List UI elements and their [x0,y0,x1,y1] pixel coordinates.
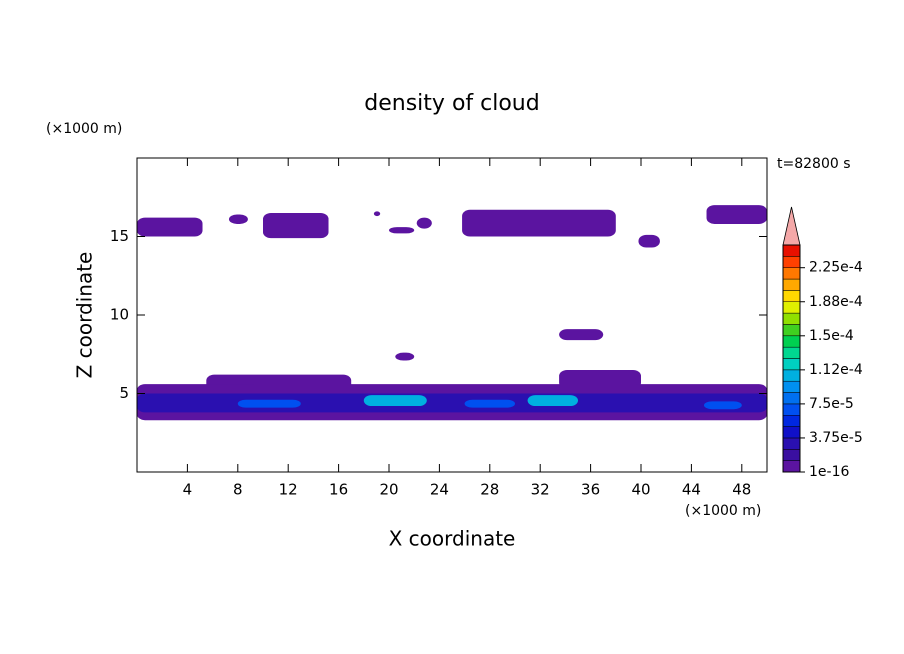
cloud-patch [706,205,767,224]
colorbar-band [782,324,801,337]
cloud-patch [228,214,248,224]
x-tick-label: 12 [279,481,298,499]
x-tick-label: 24 [430,481,449,499]
colorbar-band [782,278,801,291]
cloud-patch [137,217,203,237]
chart-title: density of cloud [364,91,539,116]
x-tick-label: 4 [183,481,193,499]
x-tick-label: 32 [531,481,550,499]
colorbar-tick-label: 1.12e-4 [809,362,863,378]
x-tick-label: 48 [732,481,751,499]
colorbar-band [782,392,801,405]
cloud-patch [462,209,616,237]
x-tick-label: 16 [329,481,348,499]
colorbar-tick-label: 1.88e-4 [809,294,863,310]
colorbar-band [782,290,801,302]
colorbar-band [782,460,801,473]
colorbar-tick-label: 1e-16 [809,464,849,480]
colorbar-extension [782,206,801,246]
colorbar-band [782,437,801,450]
colorbar-band [782,301,801,314]
colorbar-tick-label: 1.5e-4 [809,328,854,344]
cloud-patch [559,329,604,341]
colorbar-band [782,358,801,371]
cloud-patch [527,395,578,407]
x-tick-label: 44 [682,481,701,499]
cloud-patch [389,227,415,234]
colorbar-band [782,403,801,416]
colorbar-band [782,256,801,268]
colorbar-tick-label: 7.5e-5 [809,396,854,412]
colorbar-band [782,415,801,427]
y-axis-label: Z coordinate [73,252,97,379]
colorbar-tick-label: 2.25e-4 [809,260,863,276]
cloud-patch [704,401,742,410]
x-tick-label: 8 [233,481,243,499]
plot-frame [136,157,768,473]
colorbar-band [782,369,801,382]
y-tick-label: 15 [110,227,129,245]
colorbar-band [782,346,801,359]
colorbar-band [782,426,801,439]
colorbar-band [782,335,801,348]
x-unit: (×1000 m) [685,503,761,519]
colorbar-band [782,312,801,325]
cloud-patch [416,217,432,229]
cloud-patch [237,399,301,408]
colorbar-band [782,380,801,393]
x-tick-label: 36 [581,481,600,499]
x-tick-label: 28 [480,481,499,499]
y-unit: (×1000 m) [46,121,122,137]
x-tick-label: 40 [631,481,650,499]
cloud-patch [363,395,427,407]
time-label: t=82800 s [777,156,851,172]
cloud-patch [464,399,515,408]
colorbar-band [782,449,801,461]
cloud-patch [137,393,767,413]
colorbar-band [782,244,801,257]
cloud-patch [263,212,329,239]
x-axis-label: X coordinate [389,527,516,551]
cloud-patch [395,352,415,361]
colorbar-band [782,267,801,280]
y-tick-label: 10 [110,306,129,324]
cloud-patch [638,234,660,248]
colorbar-frame [782,244,801,473]
colorbar-tick-label: 3.75e-5 [809,430,863,446]
cloud-patch [373,211,381,217]
x-tick-label: 20 [379,481,398,499]
y-tick-label: 5 [119,384,129,402]
